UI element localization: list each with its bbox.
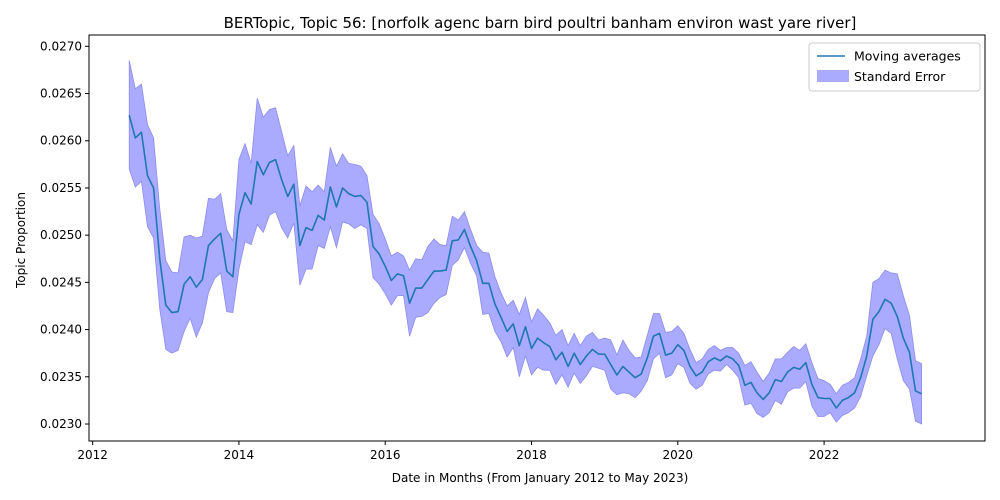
y-tick-label-8: 0.0270: [40, 39, 82, 53]
x-tick-label-2020: 2020: [663, 448, 694, 462]
y-axis-label: Topic Proportion: [14, 192, 28, 289]
chart-title: BERTopic, Topic 56: [norfolk agenc barn …: [224, 14, 857, 32]
legend-frame: [808, 42, 981, 92]
x-tick-label-2014: 2014: [224, 448, 255, 462]
moving-average-line: [128, 115, 922, 409]
y-tick-label-3: 0.0245: [40, 275, 82, 289]
x-tick-label-2012: 2012: [77, 448, 108, 462]
y-tick-label-2: 0.0240: [40, 323, 82, 337]
legend-label-moving-averages: Moving averages: [854, 49, 961, 64]
x-tick-label-2022: 2022: [809, 448, 840, 462]
legend: Moving averages Standard Error: [808, 42, 981, 92]
x-tick-label-2018: 2018: [516, 448, 547, 462]
y-tick-label-1: 0.0235: [40, 370, 82, 384]
x-tick-label-2016: 2016: [370, 448, 401, 462]
y-tick-label-0: 0.0230: [40, 417, 82, 431]
legend-label-standard-error: Standard Error: [854, 69, 946, 84]
y-tick-label-6: 0.0260: [40, 134, 82, 148]
standard-error-band: [128, 60, 922, 425]
legend-band-swatch: [817, 70, 849, 82]
y-tick-label-4: 0.0250: [40, 228, 82, 242]
y-tick-label-7: 0.0265: [40, 87, 82, 101]
axes-frame: [88, 34, 986, 442]
y-tick-label-5: 0.0255: [40, 181, 82, 195]
plot-area: 2012 2014 2016 2018 2020 2022 0.0230 0.0235 0.02…: [40, 34, 986, 462]
x-axis-label: Date in Months (From January 2012 to May…: [392, 471, 689, 485]
